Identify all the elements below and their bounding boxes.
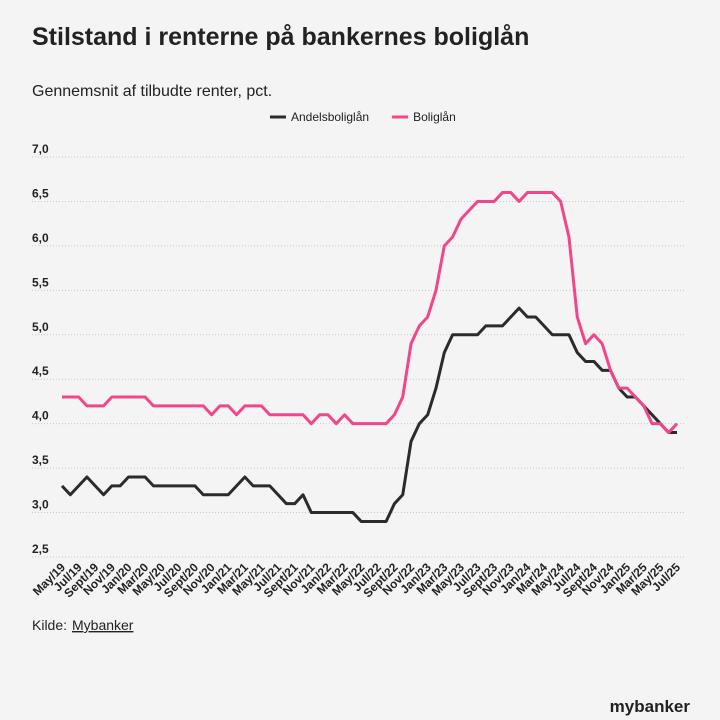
y-tick-label: 2,5 [32, 542, 49, 556]
y-tick-label: 5,0 [32, 320, 49, 334]
legend-label: Boliglån [413, 110, 456, 124]
legend-label: Andelsboliglån [291, 110, 369, 124]
source-prefix: Kilde: [32, 617, 67, 633]
y-tick-label: 5,5 [32, 275, 49, 289]
series-line [60, 306, 677, 523]
logo: mybanker [610, 697, 691, 716]
y-tick-label: 3,5 [32, 453, 49, 467]
chart-title: Stilstand i renterne på bankernes boligl… [32, 23, 529, 51]
y-tick-label: 4,0 [32, 409, 49, 423]
y-tick-label: 7,0 [32, 142, 49, 156]
y-tick-label: 6,0 [32, 231, 49, 245]
source-link[interactable]: Mybanker [72, 617, 134, 633]
y-tick-label: 4,5 [32, 364, 49, 378]
y-tick-label: 3,0 [32, 498, 49, 512]
y-tick-label: 6,5 [32, 186, 49, 200]
subtitle: Gennemsnit af tilbudte renter, pct. [32, 83, 272, 100]
series-line [62, 191, 679, 435]
